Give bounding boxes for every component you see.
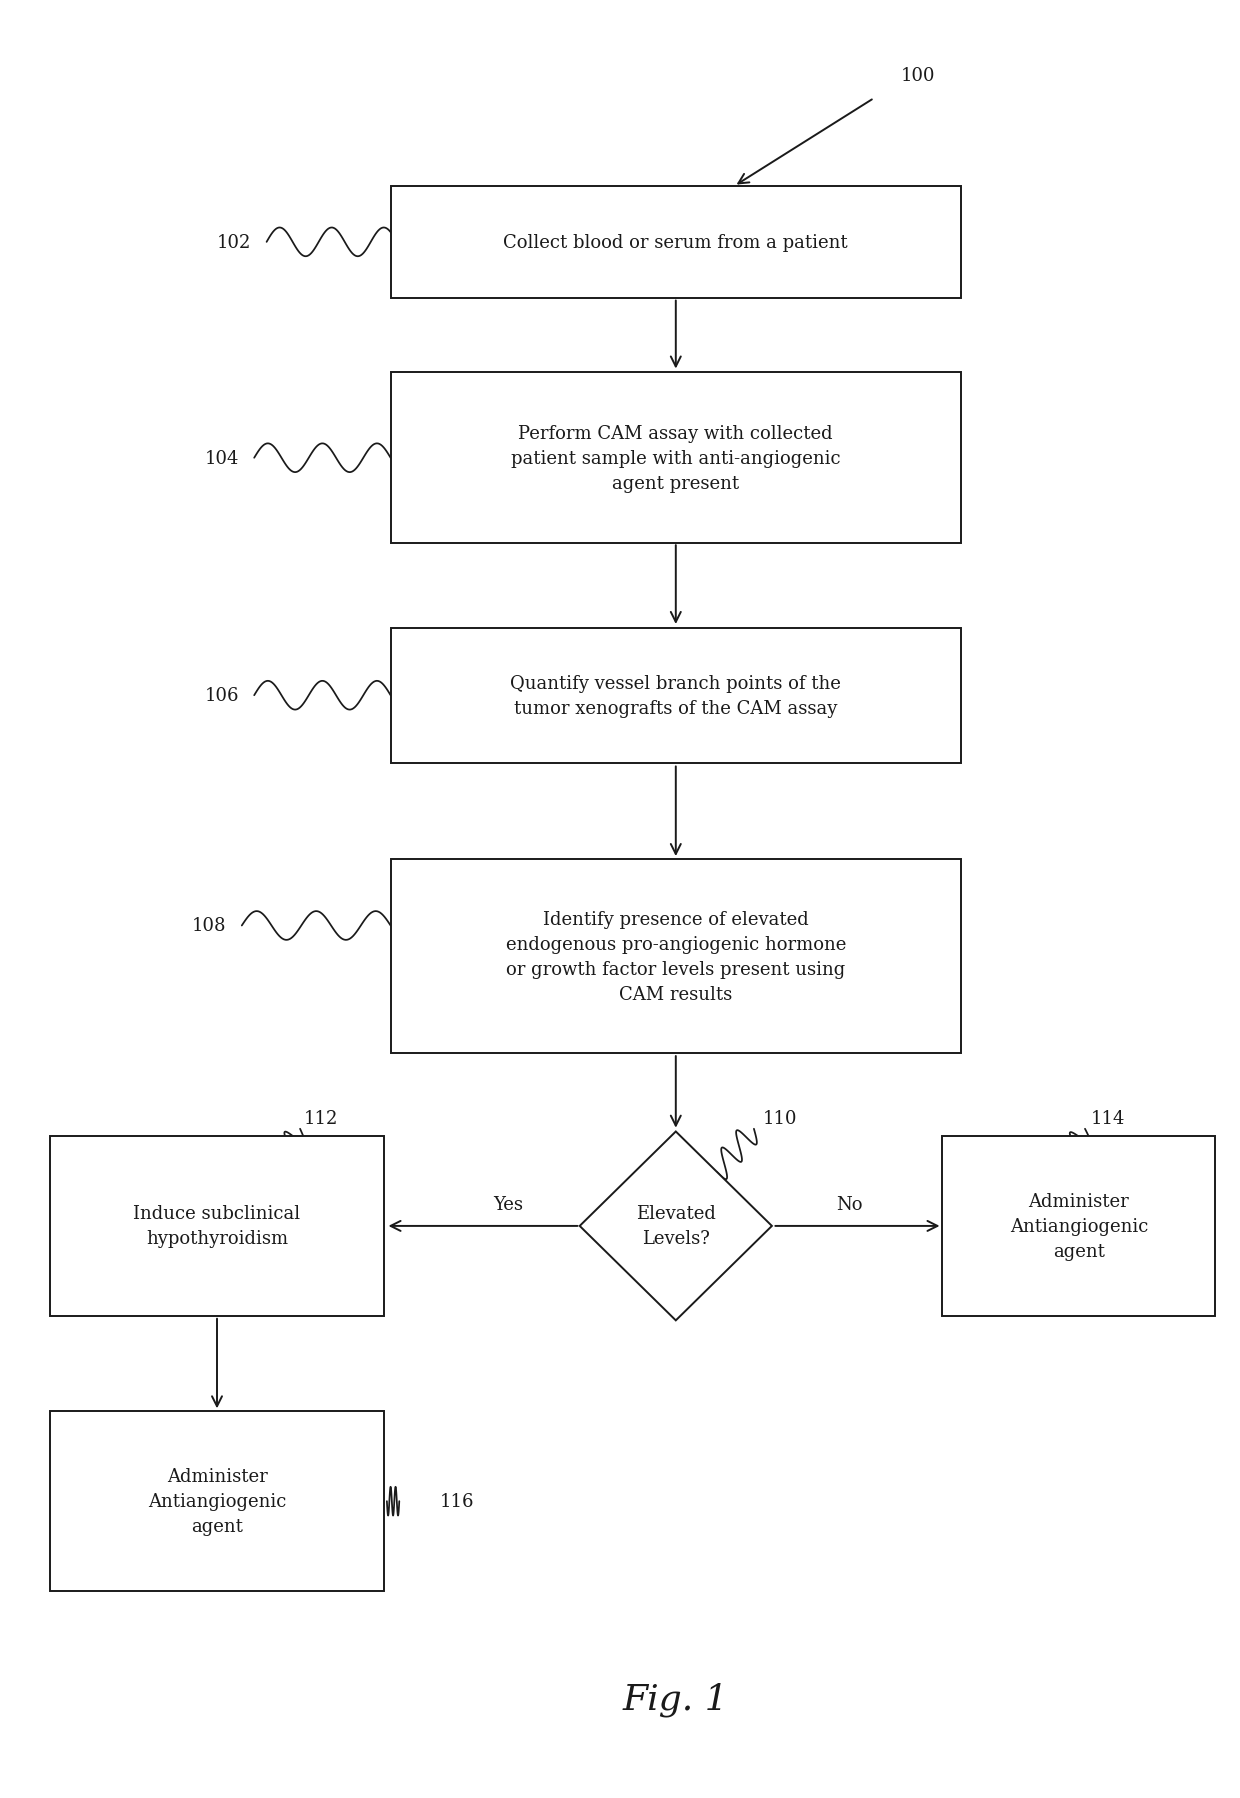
Text: Collect blood or serum from a patient: Collect blood or serum from a patient xyxy=(503,234,848,252)
Bar xyxy=(391,374,961,543)
Bar xyxy=(942,1136,1215,1316)
Text: Fig. 1: Fig. 1 xyxy=(622,1681,729,1717)
Text: 116: 116 xyxy=(440,1492,475,1510)
Text: No: No xyxy=(836,1196,863,1214)
Bar xyxy=(50,1411,384,1591)
Polygon shape xyxy=(580,1133,771,1320)
Text: Quantify vessel branch points of the
tumor xenografts of the CAM assay: Quantify vessel branch points of the tum… xyxy=(511,674,841,717)
Text: Administer
Antiangiogenic
agent: Administer Antiangiogenic agent xyxy=(148,1467,286,1535)
Text: 114: 114 xyxy=(1091,1109,1126,1127)
Text: Identify presence of elevated
endogenous pro-angiogenic hormone
or growth factor: Identify presence of elevated endogenous… xyxy=(506,910,846,1003)
Text: Elevated
Levels?: Elevated Levels? xyxy=(636,1205,715,1248)
Text: Induce subclinical
hypothyroidism: Induce subclinical hypothyroidism xyxy=(134,1205,300,1248)
Bar xyxy=(391,859,961,1054)
Text: 100: 100 xyxy=(900,67,935,85)
Text: 102: 102 xyxy=(217,234,252,252)
Text: 108: 108 xyxy=(192,917,227,935)
Text: Yes: Yes xyxy=(494,1196,523,1214)
Text: Administer
Antiangiogenic
agent: Administer Antiangiogenic agent xyxy=(1009,1192,1148,1260)
Text: 110: 110 xyxy=(763,1109,797,1127)
Text: Perform CAM assay with collected
patient sample with anti-angiogenic
agent prese: Perform CAM assay with collected patient… xyxy=(511,424,841,493)
Text: 112: 112 xyxy=(304,1109,339,1127)
Text: 104: 104 xyxy=(205,450,239,467)
Bar xyxy=(391,187,961,298)
Bar xyxy=(50,1136,384,1316)
Bar xyxy=(391,629,961,764)
Text: 106: 106 xyxy=(205,687,239,705)
